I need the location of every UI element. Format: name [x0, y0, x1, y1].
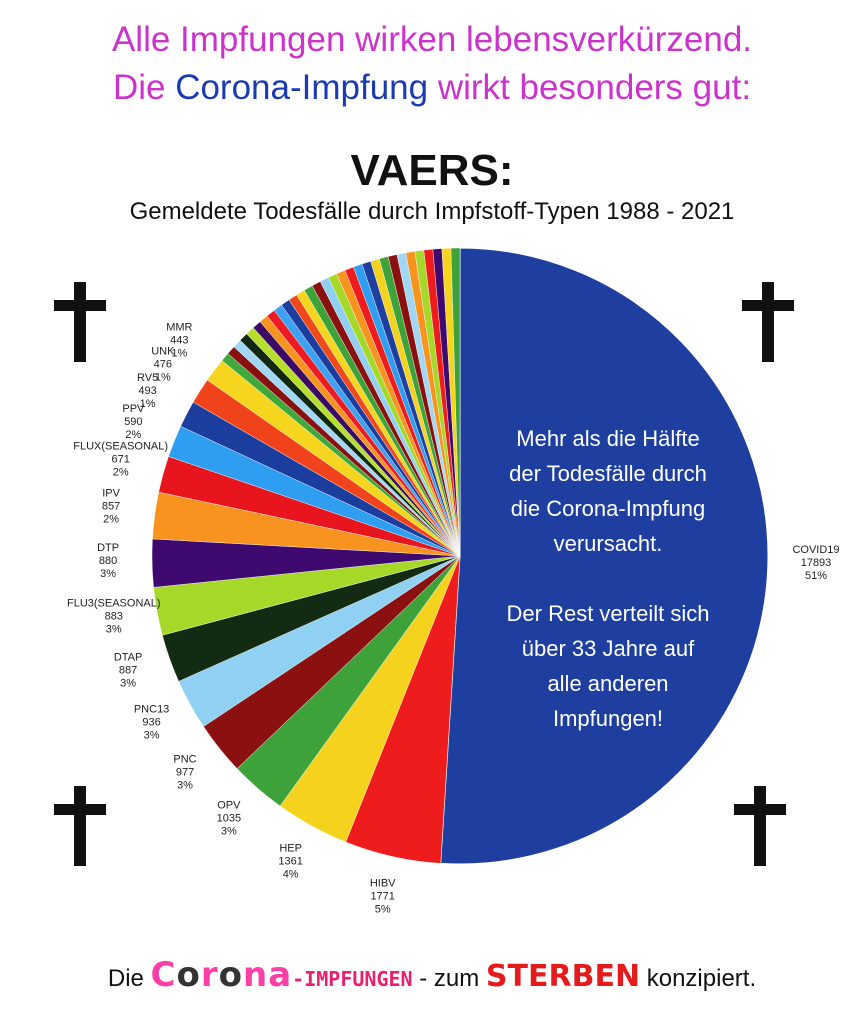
annotation-line: verursacht. — [554, 531, 663, 556]
chart-title: VAERS: — [350, 146, 514, 195]
slice-label-pnc13: PNC13 936 3% — [134, 704, 169, 742]
slice-label-covid19: COVID19 17893 51% — [792, 544, 839, 582]
slice-label-mmr: MMR 443 1% — [166, 322, 192, 360]
slice-label-flux-seasonal-: FLUX(SEASONAL) 671 2% — [73, 440, 168, 478]
annotation-line: die Corona-Impfung — [511, 496, 705, 521]
footer-pre: Die — [107, 965, 151, 992]
footer-corona-word: Corona — [151, 955, 293, 995]
pie-slice-other — [450, 247, 461, 557]
pie-chart: COVID19 17893 51% HIBV 1771 5% HEP 1361 4% OPV 103… — [67, 247, 840, 916]
slice-labels: COVID19 17893 51% HIBV 1771 5% HEP 1361 4% OPV 103… — [67, 322, 840, 916]
slice-label-ipv: IPV 857 2% — [102, 488, 121, 526]
pie-slices — [151, 247, 769, 865]
cross-icon — [50, 786, 110, 866]
headline-line-2-pre: Die — [112, 68, 176, 107]
slice-label-opv: OPV 1035 3% — [217, 799, 242, 837]
chart-annotation: Mehr als die Hälfte der Todesfälle durch d… — [507, 426, 710, 731]
cross-icon — [730, 786, 790, 866]
footer-post: konzipiert. — [640, 965, 757, 992]
slice-label-unk: UNK 476 1% — [151, 345, 175, 383]
cross-icon — [50, 282, 110, 362]
annotation-line: der Todesfälle durch — [509, 461, 707, 486]
slice-label-flu3-seasonal-: FLU3(SEASONAL) 883 3% — [67, 597, 161, 635]
footer-corona-r: r — [200, 955, 219, 995]
pie-slice-covid19 — [440, 247, 769, 865]
slice-label-ppv: PPV 590 2% — [122, 403, 145, 441]
headline-line-2-post: wirkt besonders gut: — [428, 68, 752, 107]
footer-slogan: Die Corona-IMPFUNGEN - zum STERBEN konzi… — [0, 955, 864, 995]
slice-label-hibv: HIBV 1771 5% — [370, 877, 396, 915]
footer-corona-na: na — [243, 955, 293, 995]
slice-label-dtp: DTP 880 3% — [97, 542, 119, 580]
annotation-line: Mehr als die Hälfte — [516, 426, 699, 451]
footer-corona-c: C — [150, 955, 177, 995]
chart-subtitle: Gemeldete Todesfälle durch Impfstoff-Typ… — [129, 198, 735, 225]
footer-corona-o1: o — [176, 955, 201, 995]
slice-label-dtap: DTAP 887 3% — [114, 651, 143, 689]
annotation-line: alle anderen — [547, 671, 668, 696]
slice-label-pnc: PNC 977 3% — [173, 754, 196, 792]
headline-line-2: Die Corona-Impfung wirkt besonders gut: — [0, 68, 864, 108]
footer-sterben: STERBEN — [485, 959, 641, 994]
headline-line-2-highlight: Corona-Impfung — [175, 68, 429, 107]
slice-label-rv5: RV5 493 1% — [137, 372, 158, 410]
cross-icon — [738, 282, 798, 362]
annotation-line: Impfungen! — [553, 706, 663, 731]
footer-corona-o2: o — [218, 955, 243, 995]
footer-impfungen: -IMPFUNGEN — [292, 967, 413, 991]
slice-label-hep: HEP 1361 4% — [278, 843, 302, 881]
footer-mid: - zum — [412, 965, 486, 992]
annotation-line: über 33 Jahre auf — [522, 636, 695, 661]
annotation-line: Der Rest verteilt sich — [507, 601, 710, 626]
headline-line-1: Alle Impfungen wirken lebensverkürzend. — [111, 20, 753, 59]
